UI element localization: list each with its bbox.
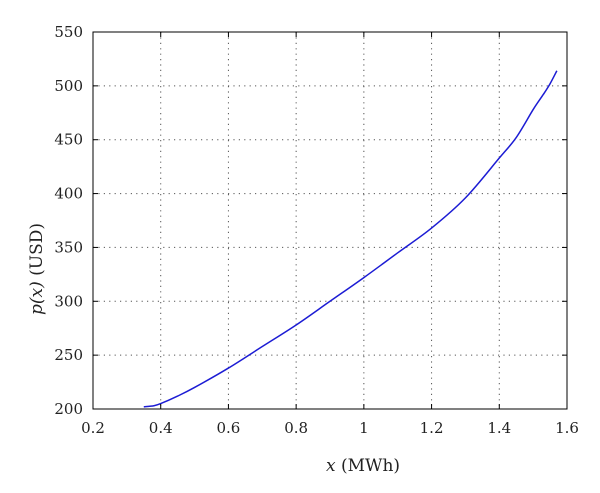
grid xyxy=(93,32,567,409)
x-axis-label: x (MWh) xyxy=(326,456,400,476)
tick-labels: 0.2 0.4 0.6 0.8 1 1.2 1.4 1.6 200 250 300 350 400 450… xyxy=(54,23,579,437)
x-tick-label: 1.2 xyxy=(420,419,444,437)
y-axis-label-var: p(x) xyxy=(27,281,47,315)
y-tick-label: 450 xyxy=(54,131,83,149)
x-tick-label: 0.2 xyxy=(81,419,105,437)
x-tick-label: 1.4 xyxy=(487,419,511,437)
y-tick-label: 300 xyxy=(54,292,83,310)
x-tick-label: 0.4 xyxy=(149,419,173,437)
y-tick-label: 350 xyxy=(54,238,83,256)
y-tick-label: 250 xyxy=(54,346,83,364)
plot-series xyxy=(143,70,558,408)
x-tick-label: 0.8 xyxy=(284,419,308,437)
x-tick-label: 0.6 xyxy=(216,419,240,437)
axis-ticks xyxy=(92,31,568,410)
plot-frame xyxy=(92,31,568,410)
y-axis-label: p(x) (USD) xyxy=(27,223,47,315)
x-axis-label-unit: (MWh) xyxy=(336,456,401,476)
y-tick-label: 200 xyxy=(54,400,83,418)
x-tick-label: 1.6 xyxy=(555,419,579,437)
x-axis-label-var: x xyxy=(326,456,336,476)
y-tick-label: 550 xyxy=(54,23,83,41)
y-axis-label-unit: (USD) xyxy=(27,223,47,281)
y-tick-label: 500 xyxy=(54,77,83,95)
series-line xyxy=(143,70,558,408)
y-tick-label: 400 xyxy=(54,185,83,203)
x-tick-label: 1 xyxy=(359,419,369,437)
